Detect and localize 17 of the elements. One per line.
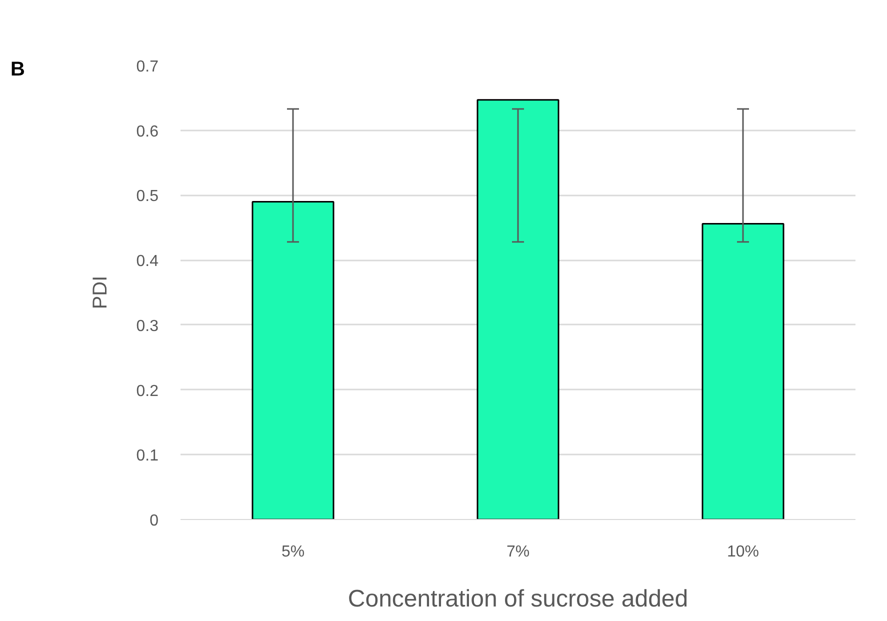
x-tick-label: 5% — [281, 544, 305, 560]
y-tick-label: 0.1 — [136, 448, 159, 465]
y-tick-label: 0.3 — [136, 318, 159, 335]
y-tick-label: 0 — [150, 512, 159, 530]
y-tick-label: 0.5 — [136, 188, 159, 206]
x-axis-title: Concentration of sucrose added — [348, 586, 688, 612]
y-axis-title: PDI — [89, 276, 112, 310]
x-tick-label: 7% — [506, 544, 530, 560]
bar — [252, 200, 334, 520]
x-tick-label: 10% — [726, 544, 760, 560]
bar — [476, 99, 560, 520]
y-tick-label: 0.2 — [136, 382, 159, 400]
y-tick-label: 0.4 — [136, 253, 159, 270]
text: B — [10, 58, 25, 80]
bar — [702, 223, 784, 520]
y-tick-label: 0.7 — [136, 58, 159, 76]
y-tick-label: 0.6 — [136, 123, 159, 140]
